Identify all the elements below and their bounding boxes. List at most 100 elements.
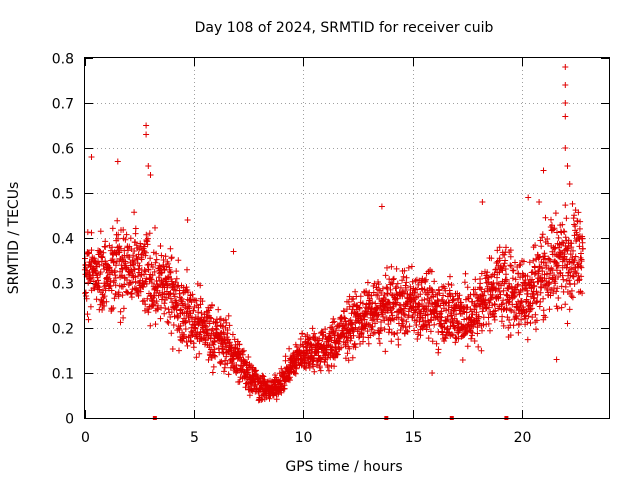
data-point: [93, 296, 100, 303]
data-point: [478, 286, 485, 293]
data-point: [465, 295, 472, 302]
data-point: [452, 339, 459, 346]
data-point: [575, 209, 582, 216]
data-point: [540, 167, 547, 174]
data-point: [492, 287, 499, 294]
data-point: [448, 282, 455, 288]
data-point: [137, 240, 144, 247]
data-point: [555, 295, 562, 301]
data-point: [577, 218, 584, 225]
data-point: [400, 273, 407, 280]
data-point: [190, 344, 197, 351]
data-point: [190, 307, 197, 314]
data-point: [503, 291, 510, 298]
data-point: [97, 269, 104, 276]
data-point: [388, 263, 395, 270]
data-point: [524, 287, 531, 294]
data-point: [88, 247, 95, 254]
data-point: [568, 240, 575, 247]
data-point: [502, 257, 509, 264]
data-point: [553, 288, 560, 295]
data-point: [533, 317, 540, 324]
data-point: [463, 309, 470, 316]
data-point: [351, 340, 358, 347]
data-point: [297, 336, 304, 342]
data-point: [157, 264, 164, 271]
data-point: [461, 331, 468, 338]
data-point: [487, 327, 493, 334]
data-point: [551, 245, 558, 252]
data-point: [161, 300, 168, 307]
data-point: [571, 281, 578, 287]
data-point: [113, 262, 119, 269]
data-point: [385, 329, 392, 336]
data-point: [176, 326, 183, 333]
data-point: [513, 315, 520, 322]
data-point: [88, 154, 95, 160]
data-point: [112, 275, 119, 281]
data-point: [428, 286, 435, 293]
data-point: [477, 276, 483, 282]
data-point: [499, 301, 506, 308]
data-point: [199, 298, 206, 305]
data-point: [153, 250, 160, 257]
data-point: [523, 284, 530, 291]
data-point: [461, 279, 468, 286]
data-point: [428, 317, 435, 324]
data-point: [386, 299, 393, 306]
data-point: [186, 304, 193, 310]
data-point: [438, 308, 445, 315]
data-point: [515, 329, 522, 336]
data-point: [401, 267, 408, 274]
data-point: [135, 273, 141, 280]
data-point: [155, 283, 162, 290]
data-point: [527, 320, 534, 327]
data-point: [508, 283, 515, 290]
chart-title: Day 108 of 2024, SRMTID for receiver cui…: [195, 20, 494, 36]
data-point: [281, 385, 288, 392]
data-point: [406, 323, 413, 330]
data-point: [550, 226, 557, 233]
data-point: [162, 305, 169, 312]
data-point: [132, 278, 139, 285]
data-point: [579, 239, 586, 246]
data-point: [551, 272, 558, 279]
data-point: [535, 270, 542, 277]
data-point: [142, 301, 149, 308]
y-tick-label: 0.3: [52, 277, 74, 293]
data-point: [403, 318, 410, 325]
data-point: [388, 309, 395, 316]
data-point: [496, 288, 503, 295]
data-point: [185, 303, 191, 309]
data-point: [405, 264, 412, 271]
data-point: [129, 279, 135, 286]
data-point: [554, 305, 561, 312]
data-point: [506, 317, 513, 323]
data-point: [353, 303, 360, 310]
data-point: [87, 303, 94, 310]
data-point: [85, 250, 92, 257]
data-point: [176, 347, 182, 354]
data-point: [185, 289, 191, 296]
data-point: [85, 316, 92, 323]
data-point: [120, 226, 127, 233]
data-point: [359, 300, 366, 307]
data-point: [508, 263, 515, 269]
data-point: [225, 371, 232, 378]
data-point: [226, 322, 233, 329]
data-point: [565, 269, 572, 276]
data-point: [169, 346, 176, 352]
data-point: [183, 317, 189, 324]
data-point: [305, 362, 312, 369]
data-point: [388, 338, 395, 345]
data-point: [578, 250, 584, 257]
data-point: [114, 158, 121, 165]
data-point: [526, 259, 533, 266]
data-point: [278, 365, 285, 372]
data-point: [530, 295, 537, 302]
data-point: [146, 230, 153, 237]
data-point: [260, 373, 267, 380]
data-point: [230, 248, 237, 255]
data-point: [562, 100, 569, 106]
